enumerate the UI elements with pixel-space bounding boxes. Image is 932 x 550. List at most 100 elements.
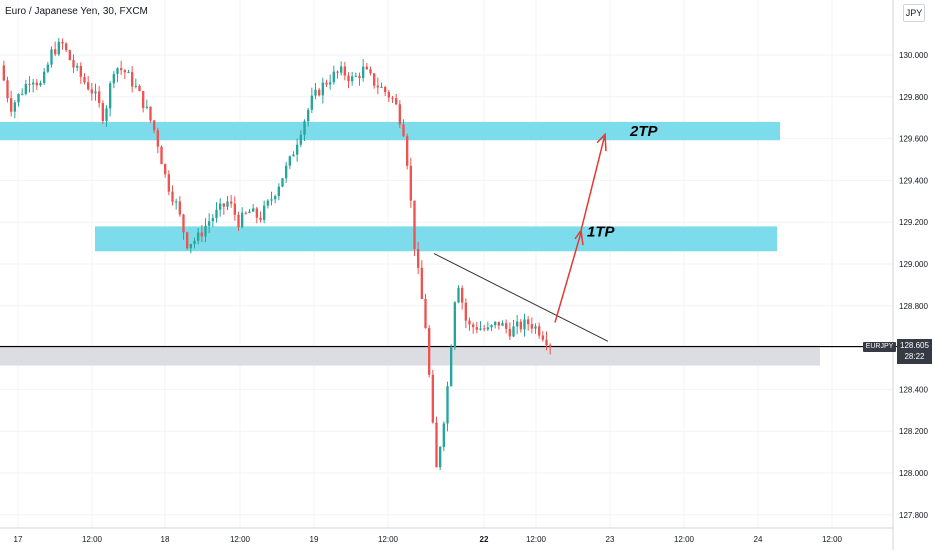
- candle-body: [435, 422, 438, 468]
- candle-body: [182, 214, 185, 233]
- candle-body: [420, 267, 424, 299]
- annotation-2tp[interactable]: 2TP: [629, 123, 659, 140]
- candle-body: [61, 41, 64, 44]
- candle-body: [178, 201, 182, 215]
- candle-body: [248, 211, 251, 213]
- candle-body: [493, 321, 497, 326]
- y-tick-label: 129.800: [899, 93, 928, 102]
- candle-body: [79, 65, 83, 77]
- candle-body: [405, 136, 409, 166]
- candle-body: [471, 324, 475, 328]
- x-tick-label: 12:00: [822, 535, 843, 544]
- x-tick-label: 18: [161, 535, 170, 544]
- candle-body: [160, 146, 163, 165]
- descending-trendline[interactable]: [433, 253, 609, 342]
- candle-body: [105, 108, 108, 121]
- candle-body: [479, 328, 482, 330]
- candle-body: [6, 80, 9, 99]
- candle-body: [196, 232, 200, 241]
- candle-body: [226, 201, 229, 207]
- candle-body: [453, 302, 457, 348]
- candle-body: [449, 347, 453, 387]
- x-tick-label: 12:00: [526, 535, 547, 544]
- candle-body: [398, 104, 402, 125]
- candle-body: [119, 68, 123, 71]
- candle-body: [310, 95, 314, 110]
- candle-body: [215, 209, 218, 219]
- candle-body: [156, 130, 160, 147]
- chart-title: Euro / Japanese Yen, 30, FXCM: [5, 6, 148, 17]
- candle-body: [431, 374, 435, 423]
- candle-body: [350, 76, 354, 82]
- candle-body: [541, 335, 545, 340]
- candle-body: [284, 165, 288, 179]
- candle-body: [101, 103, 105, 121]
- candle-body: [112, 74, 116, 84]
- candle-body: [262, 205, 266, 220]
- candle-body: [17, 94, 20, 103]
- candle-body: [46, 64, 50, 72]
- candle-body: [266, 200, 270, 206]
- candle-body: [303, 121, 306, 135]
- candle-body: [336, 71, 339, 73]
- bar-countdown: 28:22: [904, 352, 925, 361]
- x-tick-label: 22: [480, 535, 489, 544]
- candle-body: [75, 65, 79, 68]
- candle-body: [292, 154, 295, 157]
- x-tick-label: 17: [14, 535, 23, 544]
- x-tick-label: 19: [310, 535, 319, 544]
- candle-body: [141, 91, 145, 108]
- candle-body: [369, 69, 372, 74]
- candle-body: [185, 232, 189, 249]
- candle-body: [460, 288, 464, 303]
- candle-body: [39, 83, 42, 86]
- annotation-1tp[interactable]: 1TP: [587, 223, 616, 240]
- candle-body: [328, 82, 332, 85]
- candle-body: [383, 86, 387, 93]
- candle-body: [72, 60, 75, 68]
- candle-body: [134, 85, 138, 87]
- support-zone[interactable]: [0, 345, 820, 366]
- candle-body: [391, 97, 394, 99]
- y-tick-label: 128.400: [899, 385, 928, 394]
- x-tick-label: 12:00: [82, 535, 103, 544]
- candle-body: [288, 156, 292, 166]
- candle-body: [332, 71, 336, 83]
- last-price-value: 128.605: [900, 341, 929, 350]
- candle-body: [295, 144, 299, 155]
- candle-body: [497, 321, 501, 326]
- candle-body: [270, 199, 273, 201]
- last-price-tag: 128.605 28:22: [897, 339, 932, 364]
- candle-body: [94, 91, 97, 94]
- candle-body: [339, 66, 343, 73]
- candle-body: [317, 89, 321, 96]
- candle-body: [255, 208, 259, 218]
- arrow-to-1tp[interactable]: [554, 232, 582, 323]
- upper-zone[interactable]: [0, 121, 780, 141]
- candle-body: [446, 386, 449, 424]
- candle-body: [244, 212, 248, 214]
- candle-body: [545, 339, 548, 346]
- candle-body: [24, 83, 28, 94]
- candle-body: [501, 323, 504, 326]
- candle-body: [519, 321, 523, 330]
- candle-body: [409, 165, 413, 201]
- candle-body: [130, 72, 134, 87]
- candle-body: [233, 203, 237, 215]
- candle-body: [259, 217, 262, 220]
- candle-body: [2, 65, 6, 81]
- candle-body: [50, 49, 53, 65]
- arrow-to-2tp[interactable]: [580, 134, 606, 231]
- candle-body: [281, 178, 284, 187]
- candle-body: [138, 85, 141, 92]
- currency-badge[interactable]: JPY: [903, 4, 925, 22]
- candle-body: [13, 102, 17, 112]
- candle-body: [508, 328, 512, 337]
- candle-body: [325, 82, 328, 85]
- candle-body: [28, 83, 31, 85]
- candle-body: [438, 446, 442, 468]
- candle-body: [86, 82, 90, 90]
- candle-body: [504, 323, 508, 329]
- candle-body: [116, 68, 119, 75]
